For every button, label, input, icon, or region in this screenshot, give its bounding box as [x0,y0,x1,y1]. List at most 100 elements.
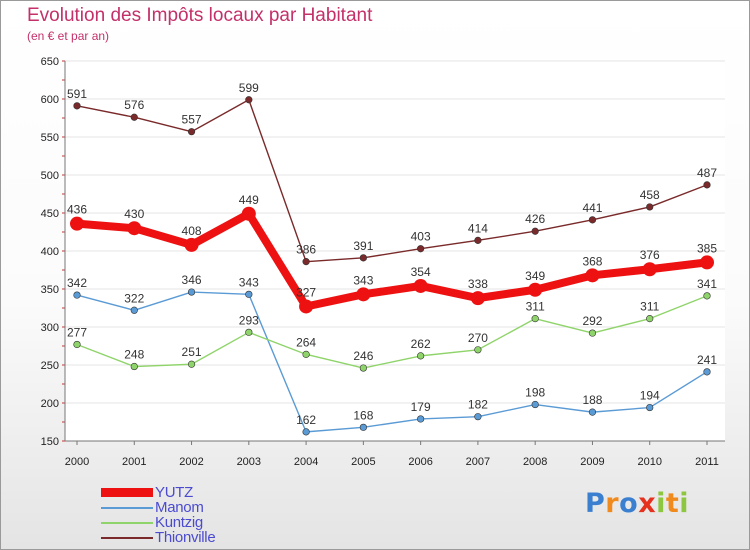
data-point [703,181,711,189]
data-point [700,255,714,270]
chart-subtitle: (en € et par an) [27,29,110,43]
data-label: 262 [411,337,431,351]
x-tick-label: 2010 [637,456,661,468]
y-tick-label: 600 [41,94,59,106]
data-label: 599 [239,81,259,95]
logo-letter: i [679,488,690,519]
data-point [474,413,482,421]
logo-letter: i [656,488,666,519]
data-point [531,315,539,323]
data-label: 458 [640,188,660,202]
legend-label: Thionville [155,529,216,546]
data-point [73,102,81,110]
data-point [187,360,196,368]
data-point [245,290,253,298]
data-point [127,221,142,236]
data-point [359,254,367,262]
data-label: 322 [124,291,144,305]
data-label: 385 [697,241,717,255]
data-point [302,258,310,266]
data-label: 591 [67,87,87,101]
x-tick-label: 2009 [580,456,604,468]
data-point [130,113,138,121]
logo-letter: P [585,488,606,519]
data-label: 408 [182,224,202,238]
data-label: 182 [468,398,488,412]
data-point [187,128,196,136]
data-point [588,408,597,416]
proxiti-logo: Proxiti [585,488,689,519]
chart-title: Evolution des Impôts locaux par Habitant [27,5,373,26]
data-label: 342 [67,276,87,290]
data-point [703,292,711,300]
data-label: 343 [353,273,373,287]
legend-swatch-yutz [101,488,153,497]
y-tick-label: 550 [41,132,59,144]
x-tick-label: 2000 [65,456,89,468]
data-label: 487 [697,166,717,180]
data-label: 198 [525,386,545,400]
data-point [528,282,543,297]
series-thionville: 591 576 557 599 386 391 403 414 426 441 458 487 [67,81,717,266]
data-label: 251 [182,345,202,359]
legend-swatch-thionville [101,537,153,539]
data-label: 168 [353,408,373,422]
data-point [302,428,310,436]
data-label: 338 [468,277,488,291]
data-point [130,362,138,371]
data-label: 386 [296,243,316,257]
data-point [470,291,485,306]
logo-letter: x [638,488,657,519]
data-point [356,287,371,302]
data-point [184,237,199,252]
data-label: 576 [124,98,144,112]
x-tick-label: 2011 [695,456,719,468]
data-point [531,400,539,409]
data-point [646,403,654,412]
x-tick-label: 2006 [408,456,432,468]
data-label: 162 [296,413,316,427]
legend-label: Manom [155,499,204,516]
data-point [73,340,81,349]
data-label: 292 [582,314,602,328]
data-label: 277 [67,325,87,339]
y-tick-label: 650 [41,56,59,68]
data-label: 368 [582,254,602,268]
data-label: 293 [239,313,259,327]
data-point [359,423,367,431]
data-label: 346 [182,273,202,287]
x-tick-label: 2007 [466,456,490,468]
legend-swatch-kuntzig [101,522,153,524]
data-label: 354 [411,265,431,279]
series-manom: 342 322 346 343 162 168 179 182 198 188 194 241 [67,273,717,436]
data-point [474,236,482,244]
logo-letter: o [619,488,639,519]
data-label: 311 [526,300,545,314]
data-label: 430 [124,207,144,221]
x-tick-label: 2008 [523,456,547,468]
data-point [646,203,654,211]
data-label: 557 [182,113,202,127]
data-point [646,315,654,323]
data-label: 341 [697,277,717,291]
data-point [245,96,253,104]
data-point [302,350,310,358]
data-label: 270 [468,331,488,345]
y-tick-label: 150 [41,436,59,448]
x-tick-label: 2001 [122,456,146,468]
data-label: 264 [296,335,316,349]
data-label: 188 [582,393,602,407]
data-label: 349 [525,269,545,283]
x-tick-label: 2005 [351,456,375,468]
x-tick-label: 2002 [179,456,203,468]
legend-label: YUTZ [155,484,193,501]
data-label: 241 [697,353,717,367]
data-point [299,299,314,314]
y-tick-label: 450 [41,208,59,220]
data-point [588,329,597,337]
data-label: 391 [353,239,373,253]
data-label: 376 [640,248,660,262]
x-tick-label: 2004 [294,456,318,468]
